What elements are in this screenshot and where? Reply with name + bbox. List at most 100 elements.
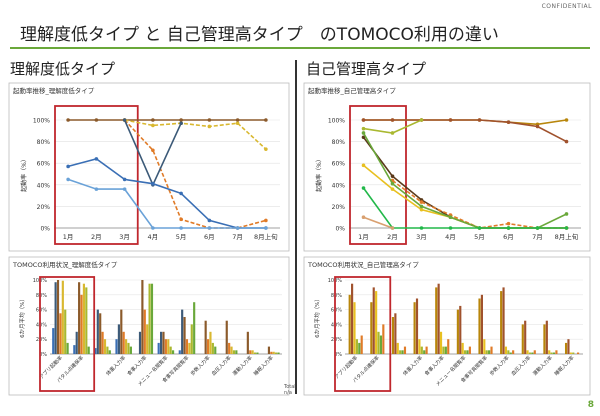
bar [172, 350, 175, 354]
bar [358, 342, 361, 354]
footer-note: Total n/a [284, 384, 296, 396]
bar [181, 309, 184, 354]
x-tick-label: 8月上旬 [555, 232, 579, 241]
x-tick-label: 2月 [91, 233, 102, 241]
data-point [66, 177, 70, 182]
chart-title: 起動率推移_自己管理高タイプ [308, 86, 396, 95]
data-point [151, 123, 155, 128]
y-tick-label: 0% [335, 226, 345, 233]
bar [394, 313, 397, 354]
bar [129, 346, 132, 354]
bar [178, 350, 181, 354]
data-point [506, 221, 511, 226]
bar [382, 324, 385, 354]
y-axis-label: 起動率（%） [315, 156, 323, 192]
bar [500, 291, 503, 354]
bar [143, 309, 146, 354]
bar [478, 298, 481, 354]
bar [61, 280, 64, 354]
data-point [477, 118, 482, 122]
x-tick-label: 1月 [358, 233, 369, 241]
highlight-box [334, 276, 392, 392]
y-tick-label: 0% [40, 226, 50, 233]
bar [415, 298, 419, 354]
bar [66, 342, 69, 354]
bar [521, 324, 524, 354]
chart-title: TOMOCO利用状況_自己管理高タイプ [307, 260, 419, 269]
y-tick-label: 40% [37, 182, 51, 189]
bar [96, 309, 99, 354]
bar [246, 331, 249, 354]
bar [425, 346, 428, 354]
data-point [179, 121, 183, 126]
bar [569, 352, 572, 354]
right-section-heading: 自己管理高タイプ [306, 60, 427, 78]
data-point [564, 212, 569, 216]
bar [230, 346, 233, 354]
bar [185, 339, 189, 354]
data-point [477, 226, 482, 230]
data-point [66, 118, 70, 122]
bar [82, 283, 85, 354]
series-line [362, 187, 567, 229]
bar [117, 324, 120, 354]
x-tick-label: 歩数入力率 [488, 354, 511, 377]
bar [73, 345, 76, 354]
x-tick-label: 1月 [63, 233, 74, 241]
page-title: 理解度低タイプ と 自己管理高タイプ のTOMOCO利用の違い [20, 25, 499, 45]
bar [115, 339, 118, 354]
y-tick-label: 20% [331, 337, 342, 343]
data-point [122, 177, 127, 182]
y-tick-label: 60% [331, 308, 342, 314]
y-tick-label: 80% [36, 293, 47, 299]
data-point [361, 163, 366, 168]
data-point [419, 204, 424, 209]
bar [488, 350, 491, 354]
x-tick-label: 7月 [232, 233, 243, 241]
bar [214, 346, 217, 354]
bar [399, 350, 402, 354]
bar [351, 283, 354, 354]
y-axis-label: 起動率（%） [20, 156, 28, 192]
data-point [361, 126, 366, 131]
data-point [361, 215, 366, 219]
data-point [264, 147, 268, 151]
bar [87, 346, 90, 354]
series-line [362, 164, 567, 229]
bar [502, 287, 505, 354]
data-point [419, 118, 424, 122]
y-tick-label: 20% [36, 337, 47, 343]
x-tick-label: 食事入力率 [126, 354, 149, 377]
bar [99, 313, 102, 354]
x-tick-label: 3月 [416, 233, 427, 241]
bar [413, 302, 416, 354]
bar-chart-low-understanding: TOMOCO利用状況_理解度低タイプ0%20%40%60%80%100%6か月平… [8, 256, 290, 396]
x-tick-label: 睡眠入力率 [553, 354, 576, 377]
bar [524, 320, 527, 354]
bar [125, 339, 128, 354]
bar [423, 350, 426, 354]
bar [52, 328, 55, 354]
data-point [94, 157, 99, 161]
x-tick-label: 運動入力率 [531, 354, 554, 377]
y-tick-label: 60% [37, 161, 51, 168]
data-point [94, 187, 99, 191]
title-underline [10, 47, 590, 49]
bar [228, 342, 231, 354]
bar [509, 352, 512, 354]
bar [162, 331, 165, 354]
y-tick-label: 0% [334, 352, 342, 358]
data-point [179, 217, 183, 222]
bar [160, 331, 163, 354]
x-tick-label: 6月 [503, 233, 514, 241]
bar [391, 317, 395, 354]
data-point [448, 118, 453, 122]
bar [164, 339, 167, 354]
chart-frame [8, 256, 290, 396]
data-point [66, 164, 70, 169]
bar [56, 280, 60, 354]
bar [141, 280, 144, 354]
data-point [390, 118, 395, 122]
data-point [207, 118, 212, 122]
bar [127, 342, 130, 354]
